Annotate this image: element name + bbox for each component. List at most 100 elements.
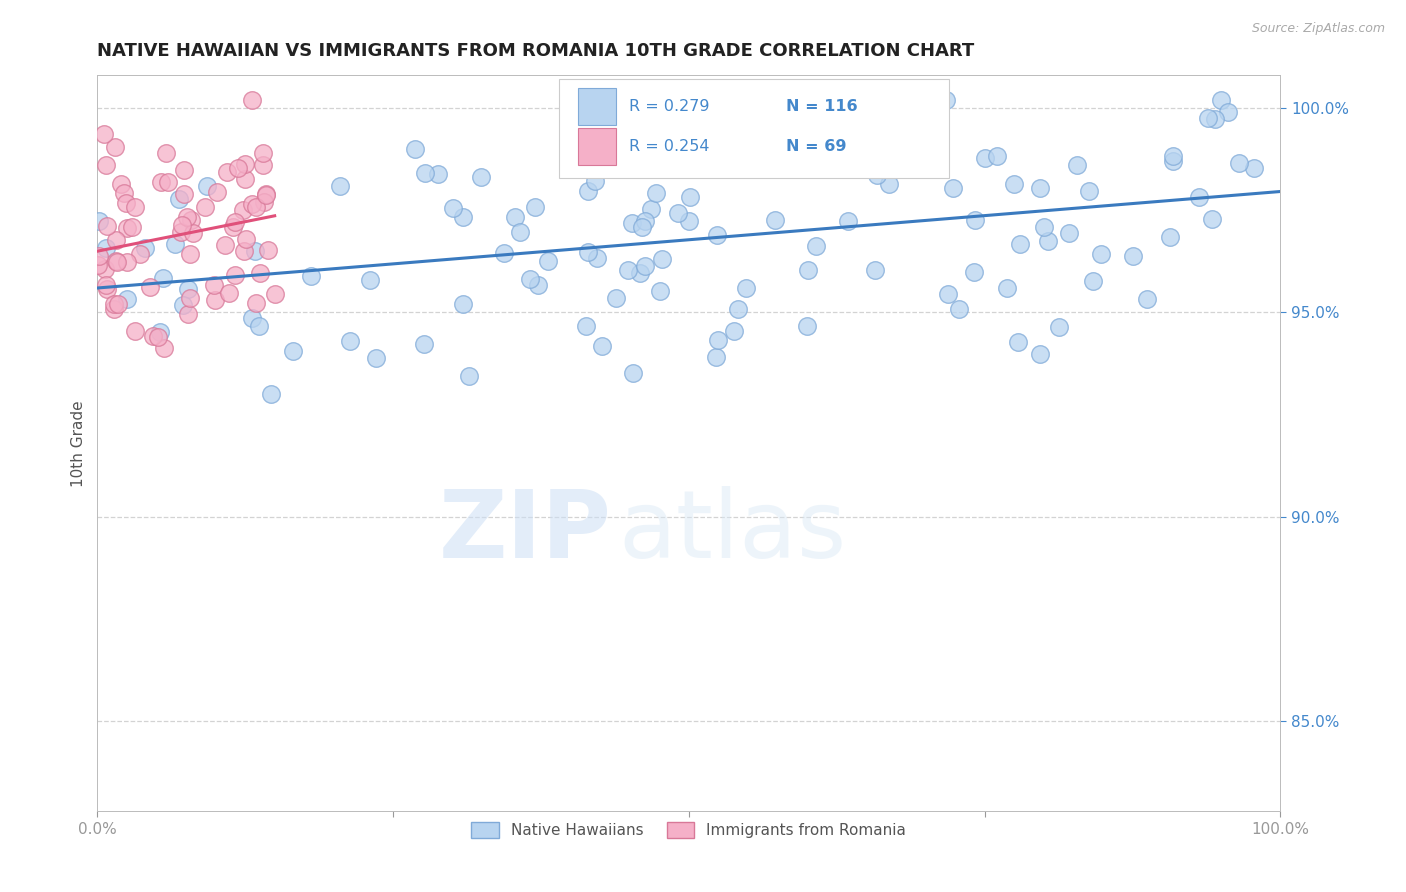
Point xyxy=(232,203,254,218)
Point xyxy=(451,297,474,311)
Point xyxy=(576,245,599,260)
Point xyxy=(723,324,745,338)
Point xyxy=(155,146,177,161)
Point xyxy=(245,200,267,214)
Point xyxy=(797,263,820,277)
Point xyxy=(93,127,115,141)
Point xyxy=(1188,190,1211,204)
Text: R = 0.279: R = 0.279 xyxy=(628,99,709,114)
Point xyxy=(195,178,218,193)
Point xyxy=(240,93,263,107)
Point xyxy=(974,151,997,165)
Point xyxy=(678,214,700,228)
Point xyxy=(634,259,657,273)
Point xyxy=(260,387,283,401)
Point xyxy=(661,159,683,173)
Point xyxy=(148,329,170,343)
Point xyxy=(110,177,132,191)
Point xyxy=(524,200,547,214)
Point xyxy=(1136,292,1159,306)
Point xyxy=(457,368,479,383)
Text: Source: ZipAtlas.com: Source: ZipAtlas.com xyxy=(1251,22,1385,36)
Point xyxy=(121,219,143,234)
Point xyxy=(87,249,110,263)
Point xyxy=(679,190,702,204)
Point xyxy=(631,219,654,234)
Point xyxy=(152,271,174,285)
Point xyxy=(176,210,198,224)
Point xyxy=(1159,230,1181,244)
Point xyxy=(205,185,228,199)
Point xyxy=(1038,234,1060,248)
Point xyxy=(1122,249,1144,263)
Point xyxy=(519,272,541,286)
Point xyxy=(427,167,450,181)
Point xyxy=(806,239,828,253)
Point xyxy=(1033,220,1056,235)
Point xyxy=(621,367,644,381)
Point xyxy=(299,268,322,283)
Point xyxy=(650,284,672,298)
Point xyxy=(796,319,818,334)
Point xyxy=(1243,161,1265,175)
Point xyxy=(243,244,266,258)
Point xyxy=(94,158,117,172)
Point xyxy=(910,156,932,170)
Point xyxy=(576,185,599,199)
Point xyxy=(165,237,187,252)
Point xyxy=(233,156,256,170)
Point xyxy=(986,149,1008,163)
Point xyxy=(704,136,727,151)
Text: N = 116: N = 116 xyxy=(786,99,858,114)
Point xyxy=(194,200,217,214)
Point xyxy=(94,278,117,293)
Point xyxy=(1197,111,1219,125)
Point xyxy=(735,281,758,295)
Point xyxy=(404,142,426,156)
Point xyxy=(413,165,436,179)
Point xyxy=(942,181,965,195)
Point xyxy=(666,205,689,219)
Point xyxy=(1201,212,1223,227)
Point xyxy=(242,310,264,325)
Point xyxy=(1204,112,1226,127)
Point xyxy=(866,168,889,182)
Point xyxy=(925,93,948,107)
Point xyxy=(105,254,128,268)
Point xyxy=(1029,347,1052,361)
Point xyxy=(413,336,436,351)
Point xyxy=(470,170,492,185)
Text: ZIP: ZIP xyxy=(439,485,612,577)
Point xyxy=(1028,181,1050,195)
Point xyxy=(763,213,786,227)
Point xyxy=(249,266,271,280)
Point xyxy=(134,241,156,255)
Point xyxy=(87,258,110,272)
Point xyxy=(224,215,246,229)
Point xyxy=(173,187,195,202)
Point xyxy=(173,162,195,177)
Point xyxy=(226,161,249,176)
Point xyxy=(176,281,198,295)
Point xyxy=(509,226,531,240)
Point xyxy=(863,263,886,277)
Point xyxy=(103,301,125,316)
FancyBboxPatch shape xyxy=(558,78,949,178)
Point xyxy=(963,212,986,227)
Point xyxy=(1081,275,1104,289)
Point xyxy=(1057,226,1080,240)
Point xyxy=(1077,184,1099,198)
Point xyxy=(583,174,606,188)
Point xyxy=(1090,247,1112,261)
Point xyxy=(202,277,225,292)
Point xyxy=(586,251,609,265)
Point xyxy=(204,293,226,307)
Point xyxy=(451,211,474,225)
Point xyxy=(115,292,138,306)
Point xyxy=(1007,334,1029,349)
Point xyxy=(139,279,162,293)
Point xyxy=(112,186,135,200)
Point xyxy=(995,280,1018,294)
FancyBboxPatch shape xyxy=(578,128,616,165)
Y-axis label: 10th Grade: 10th Grade xyxy=(72,400,86,486)
